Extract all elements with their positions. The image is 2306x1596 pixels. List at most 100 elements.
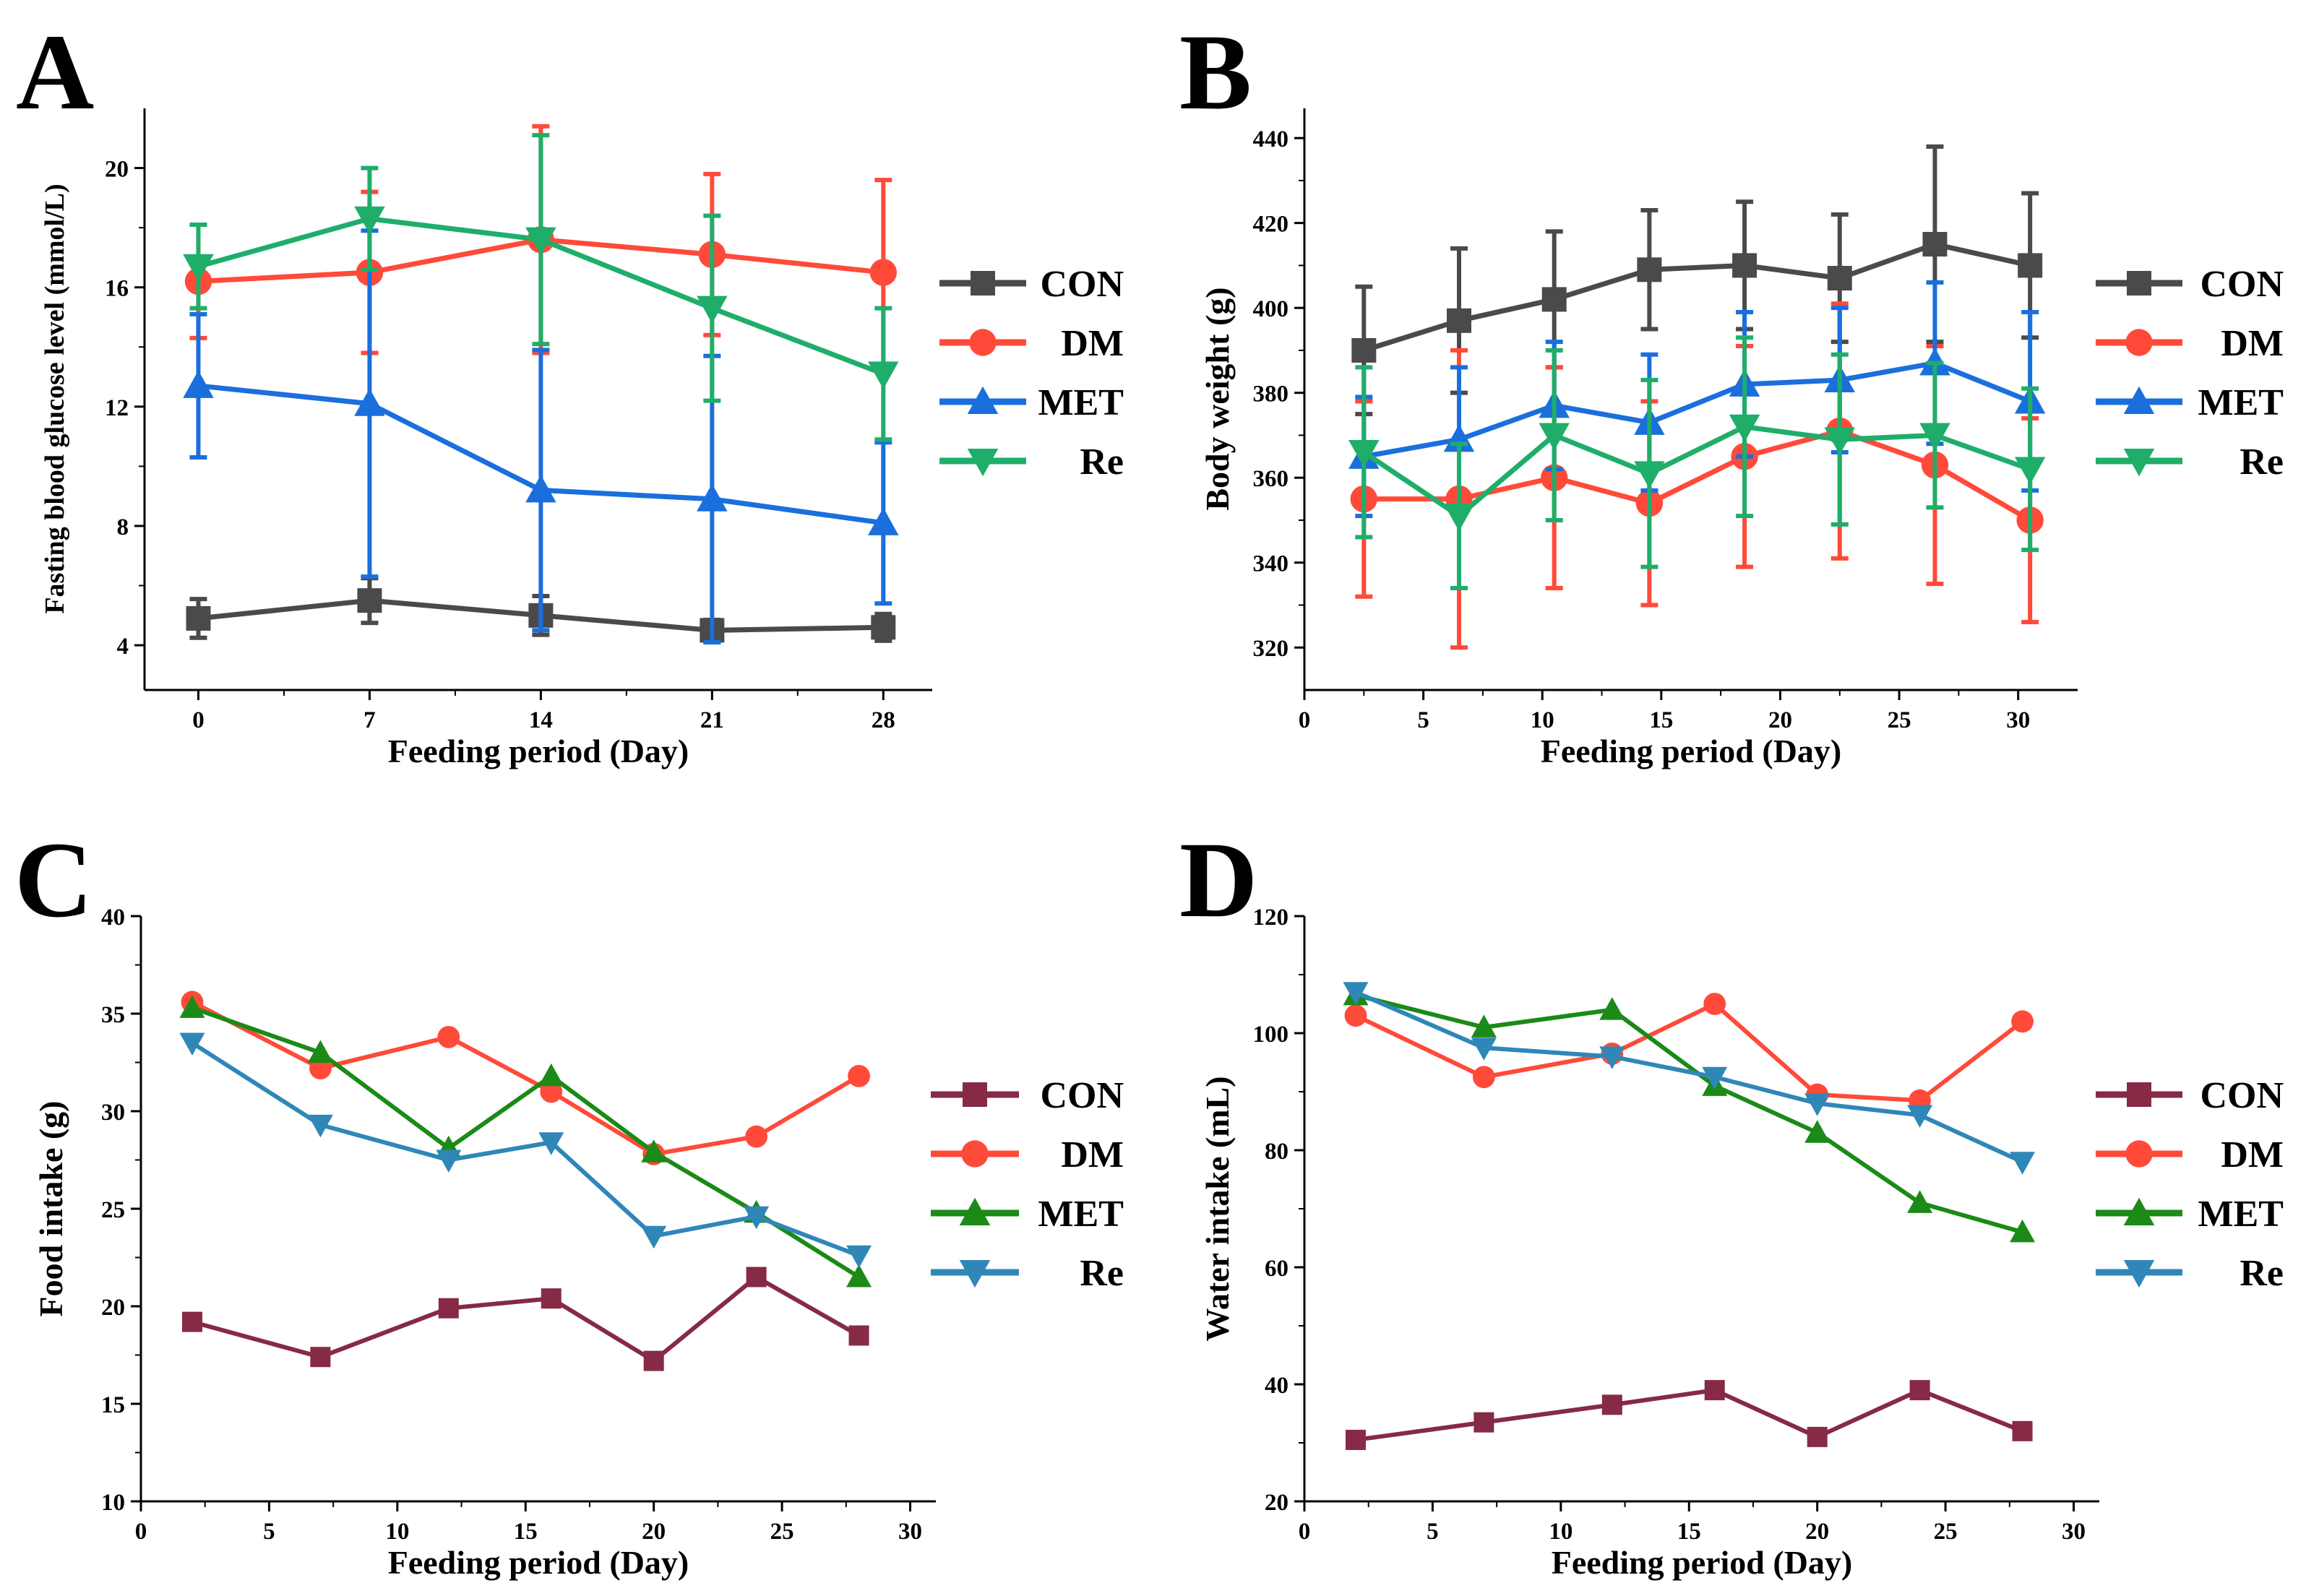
legend-entry: DM	[931, 1134, 1124, 1176]
legend-label: Re	[2240, 1253, 2284, 1294]
legend-marker	[967, 449, 999, 477]
data-point	[1907, 1190, 1933, 1213]
y-tick-label: 4	[117, 634, 129, 660]
x-tick-label: 25	[1934, 1519, 1958, 1545]
data-point	[1732, 253, 1758, 278]
legend-entry: MET	[2096, 1194, 2284, 1235]
x-tick-label: 14	[529, 707, 553, 733]
data-point	[437, 1026, 460, 1048]
data-point	[1351, 337, 1377, 363]
data-point	[2011, 1010, 2034, 1033]
legend-entry: CON	[2096, 1075, 2284, 1116]
series-line	[1362, 424, 2031, 519]
x-tick-label: 10	[1549, 1519, 1573, 1545]
legend-entry: MET	[931, 1194, 1124, 1235]
legend-marker	[967, 386, 999, 414]
data-point	[744, 1206, 770, 1230]
y-tick-label: 360	[1253, 466, 1289, 492]
legend-marker	[969, 329, 997, 356]
legend-marker	[2123, 386, 2155, 414]
data-point	[1472, 1066, 1495, 1089]
data-point	[1471, 1014, 1497, 1038]
y-tick-label: 340	[1253, 551, 1289, 577]
data-point	[1345, 1429, 1366, 1450]
legend-marker	[2127, 271, 2151, 296]
legend-label: CON	[2200, 264, 2284, 305]
data-point	[1703, 993, 1726, 1015]
legend-label: Re	[1080, 441, 1124, 483]
series-re	[1343, 982, 2036, 1175]
panel-letter: C	[14, 820, 93, 940]
data-point	[846, 1264, 872, 1287]
series-line	[1363, 241, 2031, 353]
y-tick-label: 60	[1265, 1256, 1288, 1282]
panel-letter: D	[1179, 820, 1257, 940]
data-point	[2012, 1420, 2033, 1441]
legend-entry: Re	[2096, 441, 2284, 483]
data-point	[1599, 1046, 1625, 1069]
data-point	[2010, 1152, 2036, 1175]
panel-d: D 20 40 60 80 100 120 0 5 10 15 20 25 30 Feeding perio…	[1179, 820, 2284, 1581]
x-axis-title: Feeding period (Day)	[388, 733, 689, 769]
x-tick-label: 15	[1677, 1519, 1701, 1545]
series-con	[181, 1267, 869, 1371]
panel-letter: B	[1179, 12, 1252, 132]
data-point	[179, 995, 205, 1018]
x-tick-label: 21	[700, 707, 724, 733]
data-point	[1634, 461, 1665, 489]
legend-marker	[2125, 1140, 2153, 1168]
x-tick-label: 5	[263, 1519, 275, 1545]
y-tick-label: 40	[1265, 1373, 1288, 1399]
legend-label: DM	[1061, 1134, 1124, 1176]
x-tick-label: 0	[192, 707, 205, 733]
data-point	[1729, 414, 1760, 442]
legend-entry: DM	[2096, 323, 2284, 364]
x-axis-title: Feeding period (Day)	[1552, 1544, 1853, 1581]
data-point	[745, 1125, 768, 1148]
y-tick-label: 12	[105, 395, 129, 421]
data-point	[1471, 1038, 1497, 1061]
panel-a: A 4 8 12 16 20 0 7 14 21 28 Feeding period (Day) Fas…	[16, 12, 1124, 769]
data-point	[871, 615, 896, 640]
data-point	[868, 507, 899, 535]
legend-entry: DM	[939, 323, 1124, 364]
x-tick-label: 20	[1768, 707, 1792, 733]
legend-label: DM	[1061, 323, 1124, 364]
data-point	[186, 605, 211, 631]
data-point	[525, 475, 556, 503]
data-point	[538, 1132, 564, 1155]
legend-label: MET	[1038, 382, 1124, 423]
series-re	[183, 133, 899, 442]
panel-b: B 320 340 360 380 400 420 440 0 5 10 15 20 25 30 Feedin…	[1179, 12, 2284, 769]
legend-entry: CON	[2096, 264, 2284, 305]
data-point	[307, 1040, 333, 1063]
legend-label: DM	[2221, 1134, 2284, 1176]
series-con	[1345, 1380, 2033, 1450]
data-point	[1343, 982, 1369, 1005]
x-tick-label: 15	[514, 1519, 538, 1545]
data-point	[1919, 423, 1950, 451]
x-tick-label: 5	[1427, 1519, 1439, 1545]
legend-entry: MET	[2096, 382, 2284, 423]
y-tick-label: 8	[117, 514, 129, 540]
series-met	[183, 228, 899, 644]
data-point	[1344, 1004, 1367, 1027]
y-tick-label: 320	[1253, 636, 1289, 662]
data-point	[641, 1139, 667, 1163]
x-tick-label: 10	[1531, 707, 1554, 733]
legend-marker	[2123, 1260, 2155, 1288]
data-point	[641, 1225, 667, 1249]
y-tick-label: 20	[105, 157, 129, 183]
data-point	[357, 588, 382, 613]
series-met	[1343, 982, 2036, 1243]
legend-label: MET	[1038, 1194, 1124, 1235]
data-point	[643, 1350, 664, 1371]
series-line	[192, 1274, 861, 1363]
legend-marker	[2123, 1197, 2155, 1225]
legend-marker	[963, 1082, 987, 1107]
x-tick-label: 20	[642, 1519, 666, 1545]
data-point	[1827, 266, 1852, 291]
data-point	[1824, 427, 1856, 455]
data-point	[1702, 1066, 1728, 1090]
